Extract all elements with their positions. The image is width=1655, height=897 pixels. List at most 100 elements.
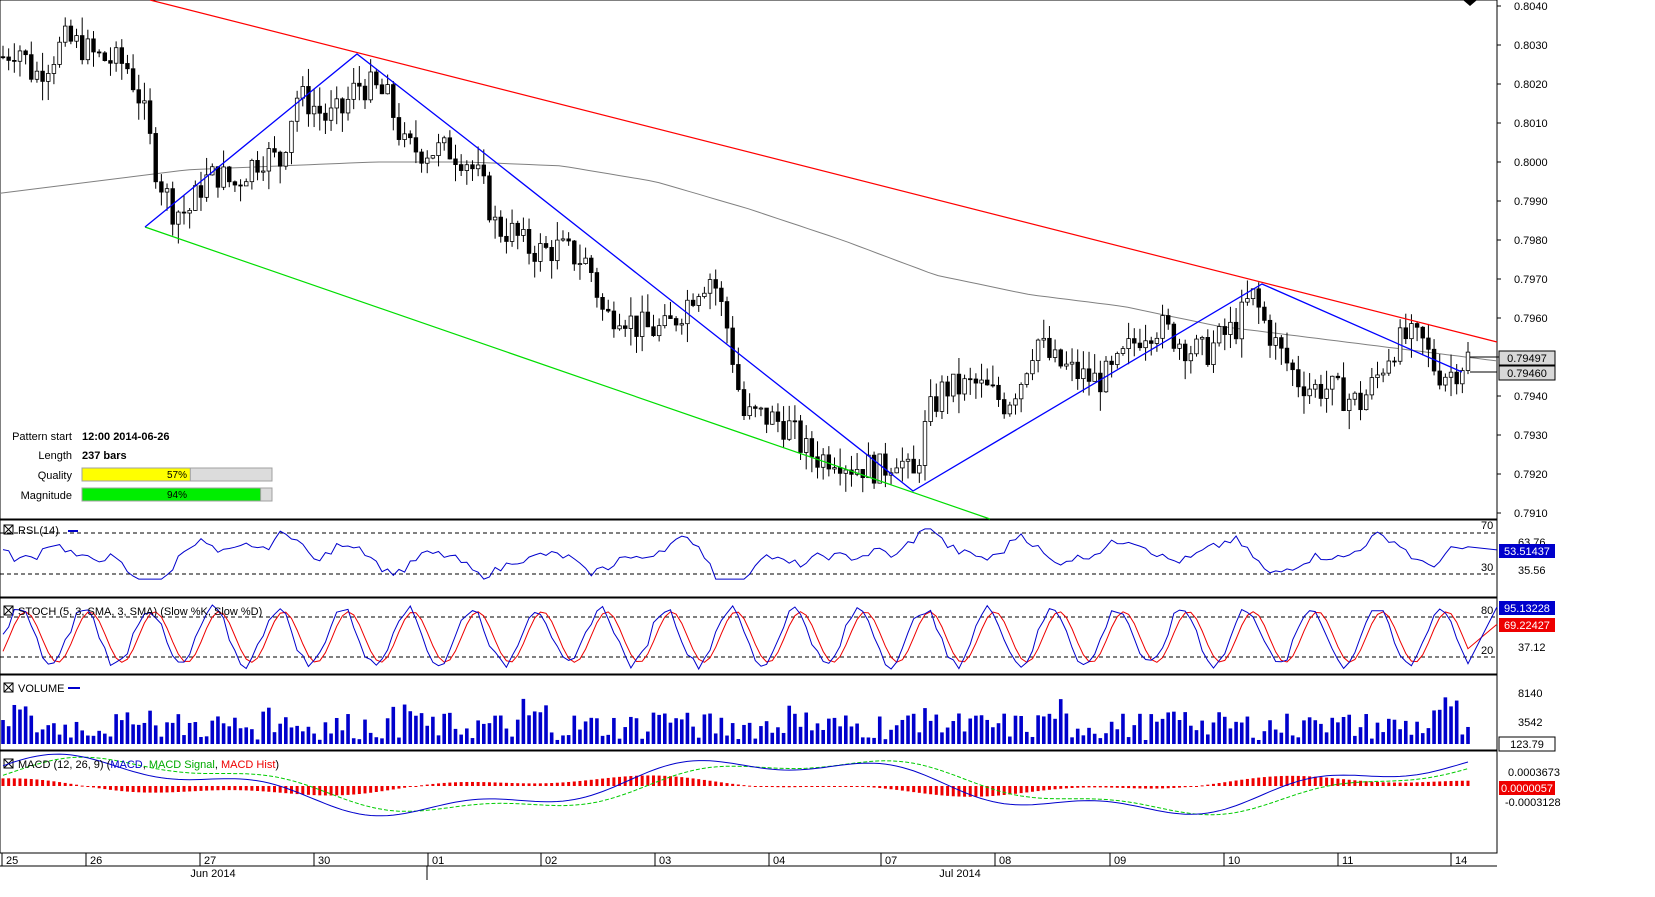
candle-body <box>939 381 945 412</box>
volume-bar <box>623 727 628 744</box>
candle-body <box>227 166 232 183</box>
volume-bar <box>815 723 820 744</box>
volume-current-value: 123.79 <box>1510 739 1544 751</box>
candle-body <box>1460 370 1465 385</box>
candle-body <box>1222 326 1227 335</box>
day-tick-label: 03 <box>659 855 671 867</box>
macd-hist-bar <box>97 786 101 789</box>
price-tick-label: 0.7980 <box>1514 235 1548 247</box>
volume-bar <box>1426 728 1431 744</box>
volume-bar <box>1075 728 1080 744</box>
macd-hist-bar <box>374 786 378 793</box>
candle-body <box>12 59 17 62</box>
rsi-panel[interactable]: RSI (14) 70 30 63.76 53.51437 35.56 <box>0 520 1555 580</box>
candle-body <box>985 379 990 386</box>
volume-bar <box>725 735 729 744</box>
volume-bar <box>1466 726 1470 744</box>
macd-hist-bar <box>459 782 463 786</box>
volume-bar <box>1347 714 1352 744</box>
candle-body <box>1182 343 1188 362</box>
macd-hist-bar <box>725 783 729 786</box>
macd-hist-bar <box>227 786 231 791</box>
macd-hist-bar <box>29 779 33 786</box>
macd-hist-bar <box>719 782 723 786</box>
volume-bar <box>103 733 107 744</box>
volume-bar <box>436 735 441 744</box>
candle-body <box>96 51 102 54</box>
volume-bar <box>566 735 571 744</box>
volume-bar <box>300 731 305 744</box>
macd-hist-bar <box>595 779 599 786</box>
volume-bar <box>1409 734 1414 744</box>
volume-bar <box>136 724 141 744</box>
volume-bar <box>691 726 695 744</box>
volume-panel[interactable]: VOLUME 8140 3542 123.79 <box>1 682 1556 752</box>
price-panel[interactable] <box>0 0 1498 520</box>
candle-body <box>662 315 667 327</box>
macd-hist-bar <box>849 786 853 787</box>
macd-hist-bar <box>878 786 882 789</box>
volume-bar <box>284 717 288 744</box>
month-label: Jul 2014 <box>939 868 981 880</box>
macd-hist-bar <box>855 786 859 787</box>
price-tick-label: 0.8030 <box>1514 40 1548 52</box>
volume-bar <box>1081 735 1086 744</box>
macd-hist-bar <box>917 786 921 793</box>
macd-hist-bar <box>476 781 480 786</box>
candle-body <box>1149 340 1154 344</box>
candle-body <box>1233 321 1239 340</box>
volume-bar <box>176 714 181 744</box>
macd-hist-bar <box>1257 777 1261 786</box>
volume-bar <box>187 722 192 744</box>
macd-hist-bar <box>1415 782 1419 786</box>
stoch-slow-k-line <box>2 604 1498 671</box>
volume-bar <box>810 730 814 744</box>
volume-bar <box>29 715 34 744</box>
volume-bar <box>1104 733 1108 744</box>
stoch-panel[interactable]: STOCH (5, 3, SMA, 3, SMA) (Slow %K, Slow… <box>0 601 1555 671</box>
volume-bar <box>1166 712 1171 744</box>
candle-body <box>843 469 848 474</box>
macd-panel[interactable]: MACD (12, 26, 9) (MACD, MACD Signal, MAC… <box>1 753 1561 817</box>
macd-hist-bar <box>674 776 678 786</box>
price-tick-label: 0.7990 <box>1514 196 1548 208</box>
volume-bar <box>713 733 718 744</box>
support-line <box>144 226 991 520</box>
volume-bar <box>1364 714 1368 744</box>
macd-hist-bar <box>804 786 808 787</box>
candle-body <box>787 420 792 440</box>
volume-bar <box>1115 729 1120 744</box>
quality-bar-fill <box>81 467 191 482</box>
candle-body <box>1392 360 1397 363</box>
day-tick-label: 02 <box>545 855 557 867</box>
candle-body <box>996 384 1001 400</box>
macd-hist-bar <box>601 778 605 786</box>
macd-hist-bar <box>188 786 192 792</box>
macd-hist-bar <box>1194 786 1198 787</box>
macd-hist-bar <box>895 786 899 790</box>
candle-body <box>1120 348 1126 354</box>
volume-bar <box>131 724 135 744</box>
macd-hist-bar <box>369 786 373 793</box>
volume-bar <box>1058 699 1063 744</box>
volume-bar <box>600 735 605 744</box>
candle-body <box>1414 323 1420 328</box>
macd-hist-bar <box>1302 776 1306 786</box>
macd-hist-bar <box>131 786 135 792</box>
candle-body <box>770 411 775 425</box>
macd-hist-bar <box>1019 786 1023 794</box>
volume-bar <box>199 736 203 744</box>
candle-body <box>979 379 984 384</box>
candle-body <box>1030 360 1035 375</box>
price-tick-label: 0.8000 <box>1514 157 1548 169</box>
macd-hist-bar <box>493 782 497 786</box>
candle-body <box>379 84 385 95</box>
volume-bar <box>900 719 905 744</box>
volume-bar <box>267 707 271 744</box>
volume-bar <box>295 725 299 744</box>
macd-hist-bar <box>872 786 876 788</box>
volume-bar <box>1251 737 1255 744</box>
candle-body <box>221 166 226 188</box>
macd-hist-bar <box>912 786 916 793</box>
macd-hist-bar <box>1047 786 1051 790</box>
